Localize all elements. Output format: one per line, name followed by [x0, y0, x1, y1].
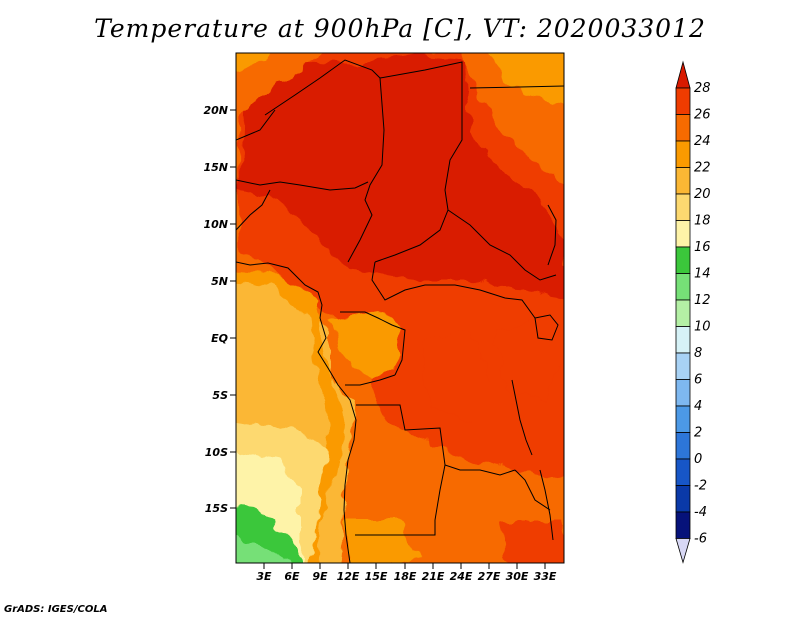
colorbar-label: 24	[694, 134, 711, 149]
lon-tick-label: 9E	[312, 570, 328, 583]
colorbar-label: 2	[694, 426, 702, 441]
map-frame	[235, 52, 565, 564]
colorbar-label: 10	[694, 320, 711, 335]
lat-tick-label: EQ	[211, 332, 228, 345]
colorbar-swatch	[675, 87, 691, 115]
lat-tick-label: 5S	[212, 389, 228, 402]
colorbar-label: -2	[694, 479, 707, 494]
grads-credit: GrADS: IGES/COLA	[4, 604, 108, 615]
colorbar-swatch	[675, 352, 691, 380]
colorbar-label: 26	[694, 108, 711, 123]
lat-tick-label: 15N	[203, 161, 228, 174]
lon-tick-label: 30E	[506, 570, 529, 583]
country-borders	[236, 59, 564, 563]
colorbar-swatch	[675, 379, 691, 407]
longitude-axis: 3E 6E 9E 12E 15E 18E 21E 24E 27E 30E 33E	[256, 563, 557, 583]
colorbar-label: 14	[694, 267, 711, 282]
colorbar-swatch	[675, 405, 691, 433]
colorbar-label: 0	[694, 452, 702, 467]
colorbar-swatch	[675, 299, 691, 327]
colorbar-label: 28	[694, 81, 711, 96]
colorbar-swatch	[675, 538, 691, 564]
lon-tick-label: 18E	[394, 570, 417, 583]
lon-tick-label: 27E	[478, 570, 501, 583]
latitude-axis: 20N 15N 10N 5N EQ 5S 10S 15S	[203, 104, 236, 515]
lon-tick-label: 33E	[534, 570, 557, 583]
colorbar-label: 4	[694, 399, 702, 414]
lon-tick-label: 12E	[337, 570, 360, 583]
colorbar-swatch	[675, 246, 691, 274]
lon-tick-label: 15E	[365, 570, 388, 583]
colorbar-swatch	[675, 511, 691, 539]
colorbar-swatch	[675, 432, 691, 460]
map-title: Temperature at 900hPa [C], VT: 202003301…	[94, 14, 706, 43]
lon-tick-label: 6E	[284, 570, 300, 583]
colorbar-swatch	[675, 273, 691, 301]
lat-tick-label: 15S	[205, 502, 228, 515]
lat-tick-label: 20N	[203, 104, 228, 117]
colorbar-label: 18	[694, 214, 711, 229]
colorbar-swatch	[675, 220, 691, 248]
lat-tick-label: 10N	[203, 218, 228, 231]
lat-tick-label: 5N	[211, 275, 228, 288]
colorbar-swatch	[675, 140, 691, 168]
temperature-field	[236, 53, 564, 563]
colorbar-label: 22	[694, 161, 711, 176]
colorbar-label: 6	[694, 373, 702, 388]
lon-tick-label: 24E	[450, 570, 473, 583]
colorbar-swatch	[675, 193, 691, 221]
colorbar-label: 16	[694, 240, 711, 255]
colorbar-swatch	[675, 60, 691, 89]
colorbar-swatch	[675, 485, 691, 513]
colorbar-label: 20	[694, 187, 711, 202]
lat-tick-label: 10S	[205, 446, 228, 459]
lon-tick-label: 3E	[256, 570, 272, 583]
lon-tick-label: 21E	[422, 570, 445, 583]
colorbar-label: 8	[694, 346, 702, 361]
colorbar-label: -4	[694, 505, 707, 520]
colorbar-swatch	[675, 458, 691, 486]
colorbar-swatch	[675, 326, 691, 354]
colorbar-swatch	[675, 114, 691, 142]
colorbar-label: 12	[694, 293, 711, 308]
colorbar-swatch	[675, 167, 691, 195]
colorbar-label: -6	[694, 532, 707, 547]
